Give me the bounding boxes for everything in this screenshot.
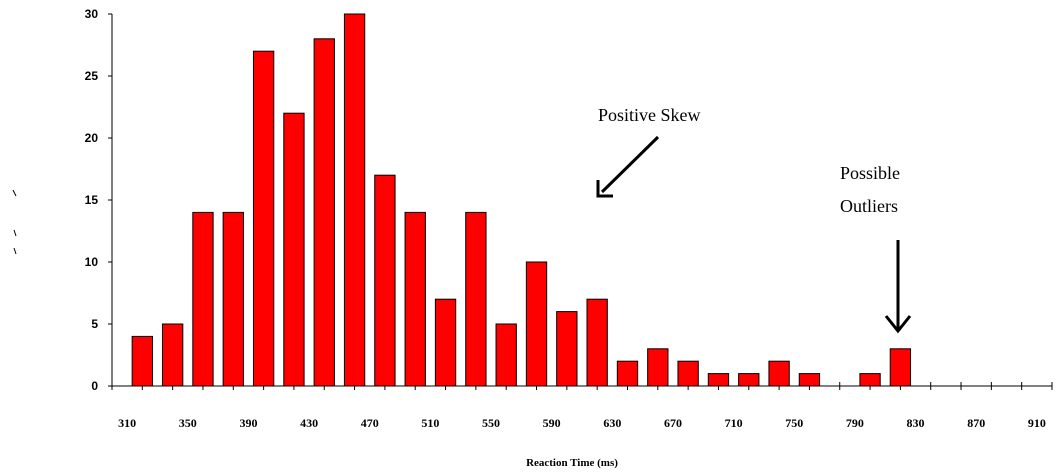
x-tick-label: 430 bbox=[300, 416, 318, 430]
histogram-bar bbox=[616, 360, 639, 387]
arrow-possible-outliers bbox=[884, 240, 912, 334]
histogram-bar bbox=[556, 311, 578, 387]
y-tick-label: 30 bbox=[85, 7, 99, 21]
annotation-possible: Possible bbox=[840, 163, 900, 183]
histogram-bar bbox=[131, 335, 153, 387]
histogram-bar bbox=[677, 360, 699, 387]
x-tick-label: 350 bbox=[179, 416, 197, 430]
histogram-bar bbox=[222, 211, 244, 387]
x-tick-label: 630 bbox=[603, 416, 621, 430]
histogram-bar bbox=[252, 50, 275, 387]
x-tick-label: 790 bbox=[846, 416, 864, 430]
y-tick-label: 20 bbox=[85, 131, 99, 145]
x-tick-label: 390 bbox=[239, 416, 257, 430]
histogram-bar bbox=[798, 373, 821, 387]
y-tick-label: 5 bbox=[91, 317, 98, 331]
x-tick-label: 590 bbox=[543, 416, 561, 430]
histogram-bar bbox=[768, 360, 790, 387]
annotation-positive-skew: Positive Skew bbox=[598, 105, 701, 125]
histogram-bar bbox=[647, 348, 669, 387]
histogram-bar bbox=[161, 323, 184, 387]
x-tick-label: 510 bbox=[421, 416, 439, 430]
x-tick-label: 550 bbox=[482, 416, 500, 430]
x-tick-label: 910 bbox=[1028, 416, 1046, 430]
histogram-bar bbox=[586, 298, 608, 387]
x-axis: 310 350 390 430 470 510 550 590 630 670 710 750 790 8… bbox=[111, 382, 1053, 430]
histogram-bar bbox=[465, 211, 487, 387]
y-tick-label: 15 bbox=[85, 193, 99, 207]
histogram-bar bbox=[343, 13, 366, 387]
x-tick-label: 830 bbox=[907, 416, 925, 430]
histogram-bar bbox=[859, 373, 881, 387]
histogram-bar bbox=[495, 323, 517, 387]
histogram-bar bbox=[707, 373, 730, 387]
y-tick-label: 10 bbox=[85, 255, 99, 269]
bars bbox=[131, 13, 912, 387]
histogram-bar bbox=[404, 211, 426, 387]
histogram-bar bbox=[283, 112, 305, 387]
decorative-marks bbox=[12, 189, 17, 255]
histogram-bar bbox=[889, 348, 912, 387]
x-tick-label: 870 bbox=[967, 416, 985, 430]
annotation-outliers: Outliers bbox=[840, 196, 898, 216]
x-tick-label: 310 bbox=[118, 416, 136, 430]
histogram-bar bbox=[313, 38, 335, 387]
y-axis: 0 5 10 15 20 25 30 bbox=[85, 7, 113, 393]
x-tick-label: 710 bbox=[725, 416, 743, 430]
y-tick-label: 25 bbox=[85, 69, 99, 83]
histogram-bar bbox=[434, 298, 457, 387]
x-axis-title: Reaction Time (ms) bbox=[526, 457, 618, 469]
y-tick-label: 0 bbox=[91, 379, 98, 393]
arrow-positive-skew bbox=[596, 135, 660, 198]
x-tick-label: 470 bbox=[361, 416, 379, 430]
histogram-bar bbox=[525, 261, 548, 387]
histogram-bar bbox=[738, 373, 760, 387]
x-tick-label: 750 bbox=[785, 416, 803, 430]
x-tick-label: 670 bbox=[664, 416, 682, 430]
histogram-bar bbox=[374, 174, 396, 387]
histogram-bar bbox=[192, 211, 214, 387]
